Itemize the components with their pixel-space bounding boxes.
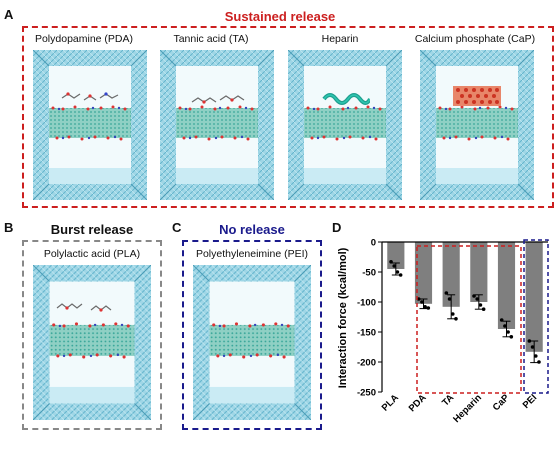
simulation-box-cap: [420, 50, 534, 200]
label-pei: Polyethyleneimine (PEI): [195, 248, 309, 260]
label-ta: Tannic acid (TA): [173, 33, 249, 45]
x-tick-label: CaP: [491, 392, 512, 413]
data-point: [423, 305, 427, 309]
data-point: [426, 306, 431, 310]
error-bars: [391, 262, 539, 364]
cap-crystal: [453, 86, 501, 106]
y-tick-label: -100: [357, 298, 376, 309]
data-point: [447, 297, 452, 301]
data-point: [420, 300, 424, 304]
data-point: [499, 318, 504, 322]
x-tick-label: PEI: [521, 392, 540, 411]
simulation-box-pla: [33, 265, 151, 420]
label-pda: Polydopamine (PDA): [34, 33, 134, 45]
bar-pei: [525, 242, 543, 352]
sustained-group-box: [416, 245, 522, 394]
y-tick-label: -150: [357, 328, 376, 339]
panel-c-letter: C: [172, 220, 182, 235]
no-release-box: [182, 240, 322, 430]
label-pla: Polylactic acid (PLA): [43, 248, 141, 260]
x-tick-label: PLA: [380, 392, 401, 413]
pla-molecules: [56, 303, 112, 312]
y-axis-ticks: 0 -50 -100 -150 -200 -250: [357, 238, 382, 399]
simulation-box-pei: [193, 265, 311, 420]
panel-a-title: Sustained release: [224, 9, 336, 24]
data-points: [389, 260, 541, 364]
data-point: [533, 354, 538, 358]
x-tick-label: TA: [440, 392, 456, 408]
data-point: [398, 273, 403, 277]
x-tick-label: Heparin: [451, 392, 484, 425]
data-point: [481, 307, 486, 311]
data-point: [527, 339, 532, 343]
panel-a-letter: A: [4, 7, 14, 22]
y-tick-label: -250: [357, 388, 376, 399]
ta-molecules: [191, 95, 245, 104]
y-axis-label: Interaction force (kcal/mol): [337, 247, 349, 388]
panel-d-letter: D: [332, 220, 342, 235]
panel-b-letter: B: [4, 220, 14, 235]
data-point: [506, 330, 510, 334]
data-point: [478, 303, 483, 307]
bar-pda: [414, 242, 433, 304]
bar-heparin: [470, 242, 488, 302]
data-point: [503, 324, 507, 328]
simulation-box-ta: [160, 50, 274, 200]
data-point: [454, 317, 458, 321]
simulation-box-pda: [33, 50, 147, 200]
y-tick-label: -200: [357, 358, 376, 369]
data-point: [444, 291, 449, 295]
heparin-molecule: [322, 93, 370, 105]
panel-c-title: No release: [219, 222, 285, 237]
data-point: [395, 270, 400, 274]
data-point: [389, 260, 393, 264]
burst-release-box: [22, 240, 162, 430]
label-cap: Calcium phosphate (CaP): [414, 33, 536, 45]
data-point: [472, 294, 476, 298]
no-release-group-box: [523, 239, 549, 394]
sustained-release-box: [22, 26, 554, 208]
panel-b-title: Burst release: [50, 222, 134, 237]
data-point: [509, 335, 514, 339]
y-tick-label: 0: [371, 238, 376, 249]
bar-ta: [442, 242, 460, 307]
bars: [387, 242, 543, 352]
pda-molecules: [61, 92, 119, 101]
data-point: [416, 297, 421, 301]
x-tick-label: PDA: [407, 392, 429, 414]
data-point: [392, 264, 397, 268]
data-point: [475, 297, 480, 301]
interaction-force-chart: Interaction force (kcal/mol) 0 -50 -100 -15…: [337, 238, 549, 425]
data-point: [450, 312, 455, 316]
data-point: [530, 345, 535, 349]
data-point: [537, 360, 541, 364]
simulation-box-heparin: [288, 50, 402, 200]
y-tick-label: -50: [362, 268, 376, 279]
label-heparin: Heparin: [321, 33, 359, 45]
bar-cap: [497, 242, 516, 329]
